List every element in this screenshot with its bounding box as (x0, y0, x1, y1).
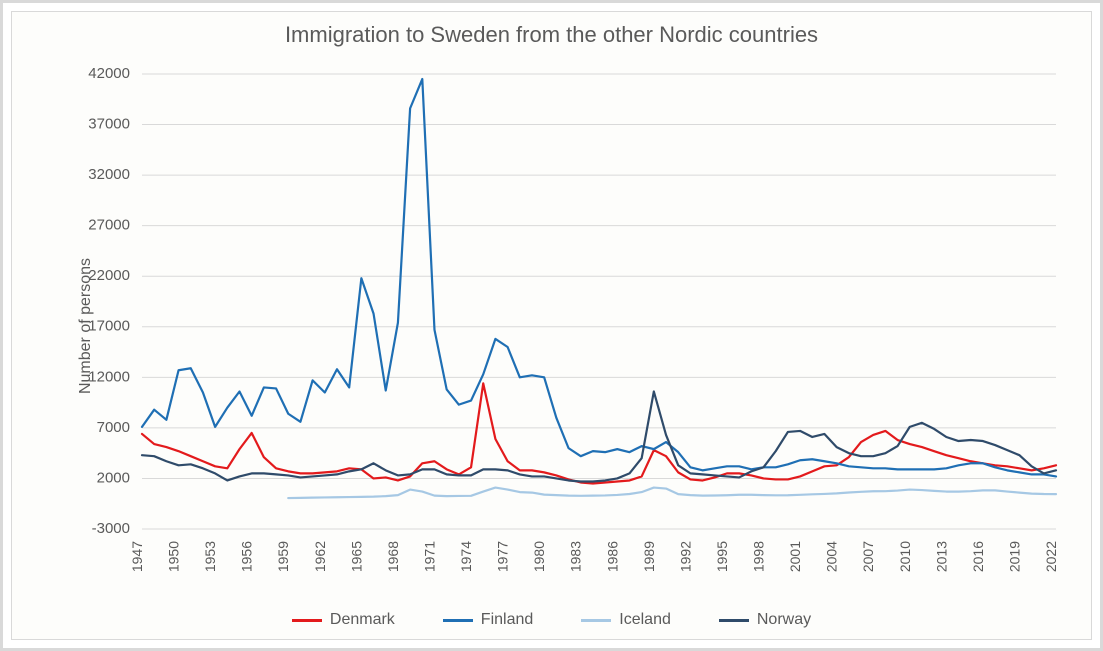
legend-label: Norway (757, 611, 811, 629)
y-tick-label: 32000 (88, 166, 130, 183)
legend-label: Iceland (619, 611, 671, 629)
legend-swatch-icon (443, 619, 473, 622)
x-tick-label: 1956 (239, 541, 255, 572)
legend: Denmark Finland Iceland Norway (12, 611, 1091, 629)
x-tick-label: 2001 (787, 541, 803, 572)
x-tick-label: 1974 (458, 541, 474, 572)
x-tick-label: 2010 (897, 541, 913, 572)
x-tick-label: 1947 (129, 541, 145, 572)
x-tick-label: 1983 (568, 541, 584, 572)
x-tick-label: 1968 (385, 541, 401, 572)
x-tick-label: 2022 (1043, 541, 1059, 572)
x-tick-label: 1998 (751, 541, 767, 572)
chart-inner-frame: Immigration to Sweden from the other Nor… (11, 11, 1092, 640)
series-line-iceland (288, 488, 1056, 499)
series-line-finland (142, 79, 1056, 476)
y-tick-label: 7000 (97, 419, 130, 436)
x-tick-label: 1971 (421, 541, 437, 572)
x-tick-label: 2016 (970, 541, 986, 572)
legend-swatch-icon (719, 619, 749, 622)
legend-item-norway: Norway (719, 611, 811, 629)
legend-item-iceland: Iceland (581, 611, 671, 629)
y-tick-label: 22000 (88, 267, 130, 284)
y-tick-label: 42000 (88, 65, 130, 82)
x-tick-label: 2007 (860, 541, 876, 572)
x-tick-label: 2019 (1006, 541, 1022, 572)
x-tick-label: 1962 (312, 541, 328, 572)
y-tick-label: 2000 (97, 469, 130, 486)
legend-swatch-icon (581, 619, 611, 622)
chart-outer-frame: Immigration to Sweden from the other Nor… (0, 0, 1103, 651)
plot-area: -300020007000120001700022000270003200037… (142, 74, 1056, 529)
x-tick-label: 1995 (714, 541, 730, 572)
x-tick-label: 1977 (495, 541, 511, 572)
chart-title: Immigration to Sweden from the other Nor… (12, 22, 1091, 48)
x-tick-label: 1950 (166, 541, 182, 572)
y-tick-label: 37000 (88, 116, 130, 133)
legend-item-finland: Finland (443, 611, 533, 629)
x-tick-label: 2004 (824, 541, 840, 572)
y-tick-label: 27000 (88, 217, 130, 234)
x-tick-label: 2013 (933, 541, 949, 572)
legend-label: Finland (481, 611, 533, 629)
legend-label: Denmark (330, 611, 395, 629)
x-tick-label: 1992 (677, 541, 693, 572)
legend-swatch-icon (292, 619, 322, 622)
x-tick-label: 1980 (531, 541, 547, 572)
legend-item-denmark: Denmark (292, 611, 395, 629)
y-tick-label: 12000 (88, 368, 130, 385)
x-tick-label: 1965 (348, 541, 364, 572)
chart-svg: -300020007000120001700022000270003200037… (142, 74, 1056, 529)
x-tick-label: 1989 (641, 541, 657, 572)
y-tick-label: -3000 (92, 520, 130, 537)
x-tick-label: 1953 (202, 541, 218, 572)
x-tick-label: 1986 (604, 541, 620, 572)
x-tick-label: 1959 (275, 541, 291, 572)
y-tick-label: 17000 (88, 318, 130, 335)
